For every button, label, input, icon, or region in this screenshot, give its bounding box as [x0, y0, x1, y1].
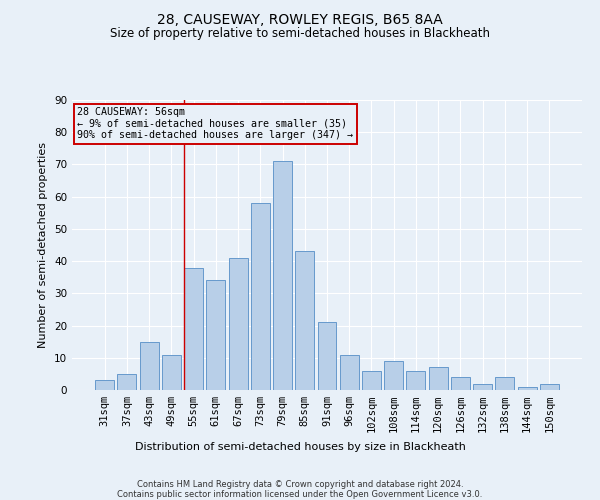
Text: Contains HM Land Registry data © Crown copyright and database right 2024.: Contains HM Land Registry data © Crown c… — [137, 480, 463, 489]
Bar — [295, 252, 314, 390]
Bar — [540, 384, 559, 390]
Text: Distribution of semi-detached houses by size in Blackheath: Distribution of semi-detached houses by … — [134, 442, 466, 452]
Bar — [95, 380, 114, 390]
Bar — [518, 387, 536, 390]
Bar — [206, 280, 225, 390]
Bar — [162, 354, 181, 390]
Bar — [118, 374, 136, 390]
Bar — [496, 377, 514, 390]
Bar — [362, 370, 381, 390]
Bar — [140, 342, 158, 390]
Text: Contains public sector information licensed under the Open Government Licence v3: Contains public sector information licen… — [118, 490, 482, 499]
Bar — [429, 368, 448, 390]
Bar — [340, 354, 359, 390]
Bar — [273, 161, 292, 390]
Bar — [384, 361, 403, 390]
Text: 28 CAUSEWAY: 56sqm
← 9% of semi-detached houses are smaller (35)
90% of semi-det: 28 CAUSEWAY: 56sqm ← 9% of semi-detached… — [77, 108, 353, 140]
Bar — [406, 370, 425, 390]
Bar — [451, 377, 470, 390]
Bar — [251, 203, 270, 390]
Bar — [229, 258, 248, 390]
Bar — [317, 322, 337, 390]
Text: 28, CAUSEWAY, ROWLEY REGIS, B65 8AA: 28, CAUSEWAY, ROWLEY REGIS, B65 8AA — [157, 12, 443, 26]
Text: Size of property relative to semi-detached houses in Blackheath: Size of property relative to semi-detach… — [110, 28, 490, 40]
Y-axis label: Number of semi-detached properties: Number of semi-detached properties — [38, 142, 49, 348]
Bar — [473, 384, 492, 390]
Bar — [184, 268, 203, 390]
